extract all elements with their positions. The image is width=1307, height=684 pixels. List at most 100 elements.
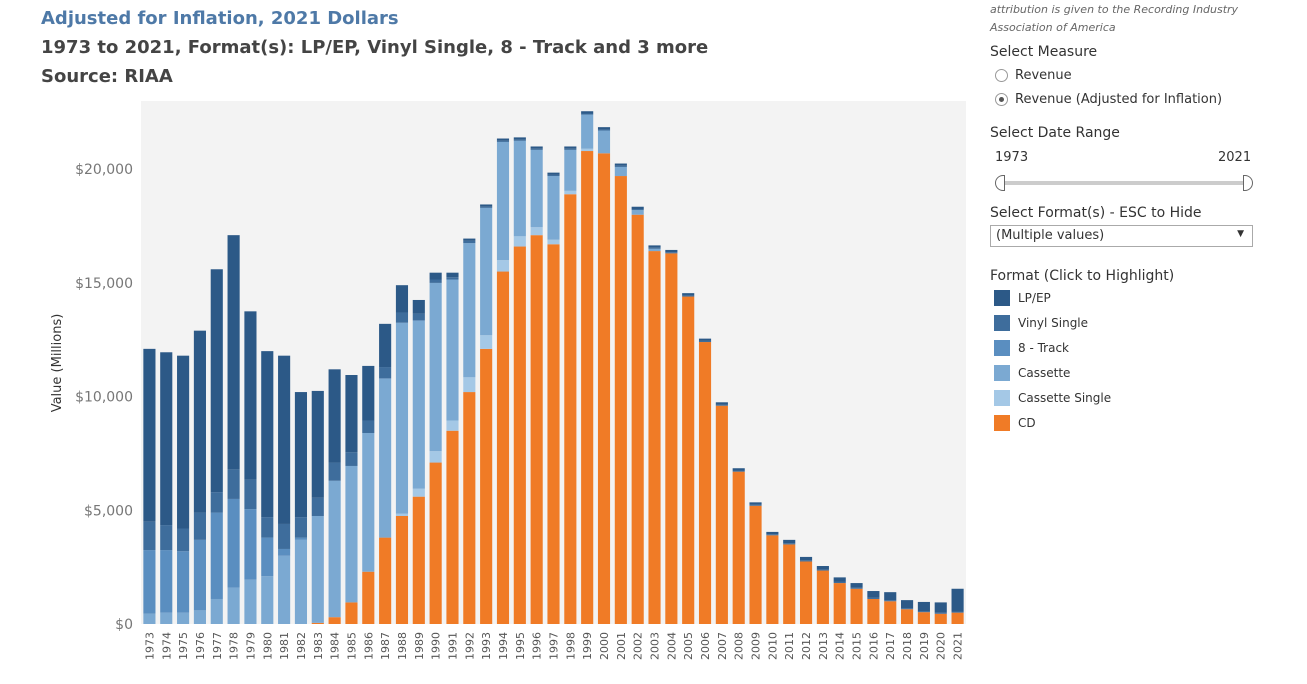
bar-segment[interactable]: [901, 609, 914, 624]
bar-segment[interactable]: [328, 369, 341, 463]
bar-segment[interactable]: [446, 279, 459, 421]
bar-segment[interactable]: [227, 469, 240, 499]
bar-segment[interactable]: [244, 579, 257, 624]
bar-segment[interactable]: [513, 139, 526, 141]
bar-segment[interactable]: [345, 602, 358, 624]
bar-segment[interactable]: [227, 235, 240, 470]
bar-segment[interactable]: [294, 537, 308, 540]
bar-segment[interactable]: [850, 588, 863, 624]
bar-segment[interactable]: [210, 598, 223, 624]
bar-segment[interactable]: [496, 140, 510, 142]
bar-segment[interactable]: [665, 253, 678, 624]
bar-segment[interactable]: [934, 612, 947, 614]
bar-segment[interactable]: [278, 523, 291, 549]
bar-segment[interactable]: [901, 600, 914, 609]
bar-segment[interactable]: [227, 587, 240, 624]
bar-segment[interactable]: [143, 613, 156, 624]
bar-segment[interactable]: [278, 355, 291, 524]
bar-segment[interactable]: [496, 271, 510, 624]
bar-segment[interactable]: [395, 515, 409, 624]
bar-segment[interactable]: [799, 556, 813, 561]
bar-segment[interactable]: [513, 140, 526, 237]
bar-segment[interactable]: [799, 560, 813, 562]
bar-segment[interactable]: [160, 352, 173, 526]
bar-segment[interactable]: [564, 146, 577, 149]
legend-item[interactable]: CD: [994, 415, 1036, 431]
bar-segment[interactable]: [429, 282, 442, 452]
bar-segment[interactable]: [210, 269, 223, 493]
bar-segment[interactable]: [530, 146, 543, 149]
bar-segment[interactable]: [547, 239, 560, 245]
bar-segment[interactable]: [547, 172, 560, 175]
bar-segment[interactable]: [665, 252, 678, 254]
date-range-slider-track[interactable]: [1000, 181, 1246, 185]
bar-segment[interactable]: [446, 277, 459, 280]
bar-segment[interactable]: [833, 581, 846, 584]
bar-segment[interactable]: [496, 141, 510, 261]
bar-segment[interactable]: [294, 539, 308, 624]
bar-segment[interactable]: [244, 479, 257, 510]
bar-segment[interactable]: [193, 610, 206, 624]
date-range-end-handle[interactable]: [1243, 175, 1253, 191]
bar-segment[interactable]: [463, 238, 476, 241]
bar-segment[interactable]: [429, 462, 442, 624]
bar-segment[interactable]: [783, 544, 796, 624]
bar-segment[interactable]: [496, 138, 510, 141]
bar-segment[interactable]: [884, 601, 897, 624]
bar-segment[interactable]: [311, 515, 324, 623]
bar-segment[interactable]: [816, 566, 829, 570]
bar-segment[interactable]: [951, 612, 964, 624]
radio-revenue-circle[interactable]: [995, 69, 1008, 82]
bar-segment[interactable]: [429, 279, 442, 283]
bar-segment[interactable]: [530, 149, 543, 228]
bar-segment[interactable]: [177, 612, 190, 624]
legend-item[interactable]: Vinyl Single: [994, 315, 1088, 331]
bar-segment[interactable]: [934, 613, 947, 624]
bar-segment[interactable]: [597, 153, 611, 625]
bar-segment[interactable]: [732, 468, 745, 471]
bar-segment[interactable]: [581, 151, 594, 624]
bar-segment[interactable]: [412, 320, 425, 489]
bar-segment[interactable]: [833, 577, 846, 582]
bar-segment[interactable]: [850, 587, 863, 589]
bar-segment[interactable]: [412, 299, 425, 314]
bar-segment[interactable]: [951, 611, 964, 613]
bar-segment[interactable]: [597, 127, 611, 130]
bar-segment[interactable]: [480, 204, 493, 207]
format-dropdown[interactable]: (Multiple values) ▼: [990, 225, 1253, 247]
bar-segment[interactable]: [362, 571, 375, 624]
bar-segment[interactable]: [143, 550, 156, 614]
bar-segment[interactable]: [648, 251, 661, 625]
bar-segment[interactable]: [547, 176, 560, 240]
bar-segment[interactable]: [732, 470, 745, 472]
radio-revenue-adjusted[interactable]: Revenue (Adjusted for Inflation): [995, 92, 1222, 107]
bar-segment[interactable]: [395, 312, 409, 323]
bar-segment[interactable]: [143, 348, 156, 522]
bar-segment[interactable]: [328, 617, 341, 624]
bar-segment[interactable]: [395, 285, 409, 313]
bar-segment[interactable]: [379, 537, 392, 624]
bar-segment[interactable]: [345, 375, 358, 453]
bar-segment[interactable]: [884, 592, 897, 601]
bar-segment[interactable]: [816, 570, 829, 624]
bar-segment[interactable]: [160, 612, 173, 624]
bar-segment[interactable]: [581, 114, 594, 149]
bar-segment[interactable]: [530, 227, 543, 236]
bar-segment[interactable]: [884, 600, 897, 602]
bar-segment[interactable]: [244, 509, 257, 580]
bar-segment[interactable]: [850, 583, 863, 588]
bar-segment[interactable]: [496, 260, 510, 272]
bar-segment[interactable]: [446, 420, 459, 431]
bar-segment[interactable]: [177, 551, 190, 613]
bar-segment[interactable]: [581, 111, 594, 114]
bar-segment[interactable]: [294, 517, 308, 538]
bar-segment[interactable]: [648, 248, 661, 252]
bar-segment[interactable]: [581, 148, 594, 152]
bar-segment[interactable]: [715, 402, 728, 405]
bar-segment[interactable]: [160, 550, 173, 613]
bar-segment[interactable]: [261, 517, 274, 538]
bar-segment[interactable]: [328, 480, 341, 618]
bar-segment[interactable]: [631, 206, 644, 210]
bar-segment[interactable]: [244, 311, 257, 480]
bar-segment[interactable]: [715, 405, 728, 624]
